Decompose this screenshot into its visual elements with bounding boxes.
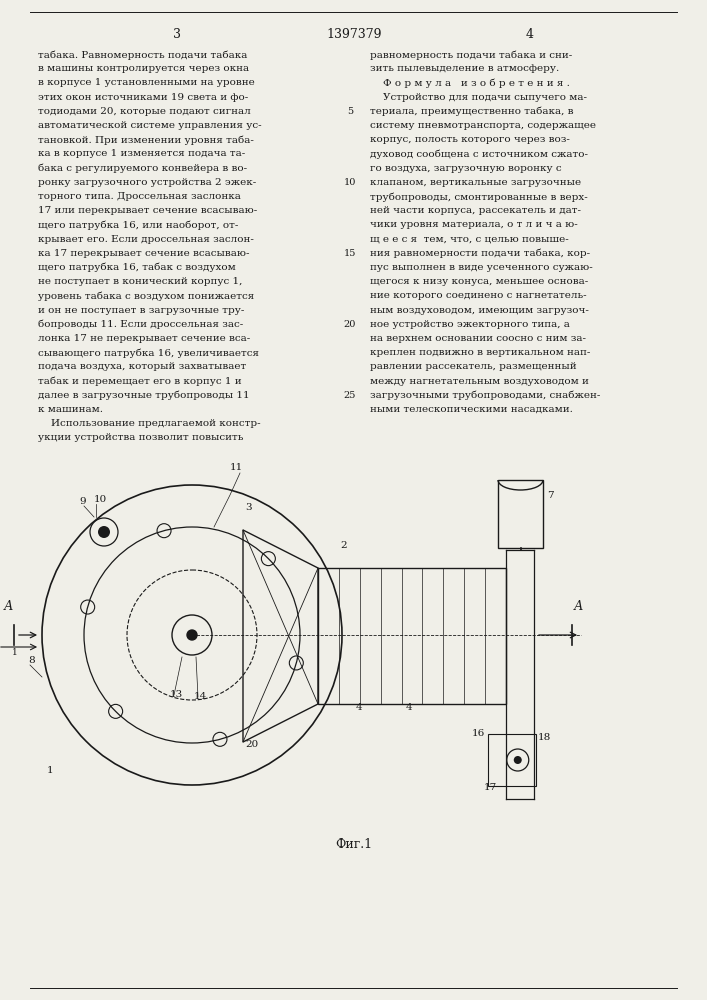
Text: систему пневмотранспорта, содержащее: систему пневмотранспорта, содержащее bbox=[370, 121, 596, 130]
Text: не поступает в конический корпус 1,: не поступает в конический корпус 1, bbox=[38, 277, 243, 286]
Text: ронку загрузочного устройства 2 эжек-: ронку загрузочного устройства 2 эжек- bbox=[38, 178, 256, 187]
Text: ней части корпуса, рассекатель и дат-: ней части корпуса, рассекатель и дат- bbox=[370, 206, 581, 215]
Text: зить пылевыделение в атмосферу.: зить пылевыделение в атмосферу. bbox=[370, 64, 559, 73]
Text: равномерность подачи табака и сни-: равномерность подачи табака и сни- bbox=[370, 50, 572, 60]
Text: 10: 10 bbox=[94, 495, 107, 504]
Bar bbox=[488, 734, 536, 786]
Text: ния равномерности подачи табака, кор-: ния равномерности подачи табака, кор- bbox=[370, 249, 590, 258]
Text: сывающего патрубка 16, увеличивается: сывающего патрубка 16, увеличивается bbox=[38, 348, 259, 358]
Text: Устройство для подачи сыпучего ма-: Устройство для подачи сыпучего ма- bbox=[370, 93, 587, 102]
Text: ние которого соединено с нагнетатель-: ние которого соединено с нагнетатель- bbox=[370, 291, 587, 300]
Text: А: А bbox=[4, 600, 13, 613]
Circle shape bbox=[514, 756, 522, 764]
Text: 18: 18 bbox=[538, 733, 551, 742]
Text: Фиг.1: Фиг.1 bbox=[335, 838, 373, 851]
Text: 4: 4 bbox=[356, 703, 363, 712]
Text: 1: 1 bbox=[47, 766, 54, 775]
Text: торного типа. Дроссельная заслонка: торного типа. Дроссельная заслонка bbox=[38, 192, 241, 201]
Circle shape bbox=[98, 526, 110, 538]
Text: ными телескопическими насадками.: ными телескопическими насадками. bbox=[370, 405, 573, 414]
Text: на верхнем основании соосно с ним за-: на верхнем основании соосно с ним за- bbox=[370, 334, 586, 343]
Text: крывает его. Если дроссельная заслон-: крывает его. Если дроссельная заслон- bbox=[38, 235, 254, 244]
Text: го воздуха, загрузочную воронку с: го воздуха, загрузочную воронку с bbox=[370, 164, 561, 173]
Text: 3: 3 bbox=[173, 28, 181, 41]
Text: в корпусе 1 установленными на уровне: в корпусе 1 установленными на уровне bbox=[38, 78, 255, 87]
Text: тановкой. При изменении уровня таба-: тановкой. При изменении уровня таба- bbox=[38, 135, 254, 145]
Text: 7: 7 bbox=[547, 491, 554, 500]
Text: 17 или перекрывает сечение всасываю-: 17 или перекрывает сечение всасываю- bbox=[38, 206, 257, 215]
Text: ка в корпусе 1 изменяется подача та-: ка в корпусе 1 изменяется подача та- bbox=[38, 149, 245, 158]
Text: между нагнетательным воздуховодом и: между нагнетательным воздуховодом и bbox=[370, 377, 589, 386]
Text: 1: 1 bbox=[12, 648, 18, 657]
Text: 20: 20 bbox=[344, 320, 356, 329]
Text: ное устройство эжекторного типа, а: ное устройство эжекторного типа, а bbox=[370, 320, 570, 329]
Text: 8: 8 bbox=[28, 656, 35, 665]
Text: щегося к низу конуса, меньшее основа-: щегося к низу конуса, меньшее основа- bbox=[370, 277, 588, 286]
Text: трубопроводы, смонтированные в верх-: трубопроводы, смонтированные в верх- bbox=[370, 192, 588, 202]
Text: ным воздуховодом, имеющим загрузоч-: ным воздуховодом, имеющим загрузоч- bbox=[370, 306, 589, 315]
Text: тодиодами 20, которые подают сигнал: тодиодами 20, которые подают сигнал bbox=[38, 107, 251, 116]
Text: этих окон источниками 19 света и фо-: этих окон источниками 19 света и фо- bbox=[38, 93, 248, 102]
Text: 9: 9 bbox=[79, 497, 86, 506]
Text: пус выполнен в виде усеченного сужаю-: пус выполнен в виде усеченного сужаю- bbox=[370, 263, 592, 272]
Text: 11: 11 bbox=[230, 463, 243, 472]
Text: 17: 17 bbox=[484, 783, 497, 792]
Text: щ е е с я  тем, что, с целью повыше-: щ е е с я тем, что, с целью повыше- bbox=[370, 235, 568, 244]
Text: лонка 17 не перекрывает сечение вса-: лонка 17 не перекрывает сечение вса- bbox=[38, 334, 250, 343]
Text: 20: 20 bbox=[245, 740, 258, 749]
Text: 13: 13 bbox=[170, 690, 183, 699]
Text: креплен подвижно в вертикальном нап-: креплен подвижно в вертикальном нап- bbox=[370, 348, 590, 357]
Text: 2: 2 bbox=[340, 541, 346, 550]
Text: 4: 4 bbox=[406, 703, 413, 712]
Text: далее в загрузочные трубопроводы 11: далее в загрузочные трубопроводы 11 bbox=[38, 391, 250, 400]
Text: щего патрубка 16, табак с воздухом: щего патрубка 16, табак с воздухом bbox=[38, 263, 235, 272]
Text: укции устройства позволит повысить: укции устройства позволит повысить bbox=[38, 433, 243, 442]
Bar bbox=[498, 480, 543, 548]
Text: 10: 10 bbox=[344, 178, 356, 187]
Text: загрузочными трубопроводами, снабжен-: загрузочными трубопроводами, снабжен- bbox=[370, 391, 600, 400]
Text: табак и перемещает его в корпус 1 и: табак и перемещает его в корпус 1 и bbox=[38, 377, 242, 386]
Text: Использование предлагаемой констр-: Использование предлагаемой констр- bbox=[38, 419, 261, 428]
Text: 25: 25 bbox=[344, 391, 356, 400]
Text: 15: 15 bbox=[344, 249, 356, 258]
Text: духовод сообщена с источником сжато-: духовод сообщена с источником сжато- bbox=[370, 149, 588, 159]
Text: 16: 16 bbox=[472, 729, 485, 738]
Text: 5: 5 bbox=[347, 107, 353, 116]
Text: 1397379: 1397379 bbox=[326, 28, 382, 41]
Text: корпус, полость которого через воз-: корпус, полость которого через воз- bbox=[370, 135, 570, 144]
Text: автоматической системе управления ус-: автоматической системе управления ус- bbox=[38, 121, 262, 130]
Text: и он не поступает в загрузочные тру-: и он не поступает в загрузочные тру- bbox=[38, 306, 245, 315]
Text: уровень табака с воздухом понижается: уровень табака с воздухом понижается bbox=[38, 291, 255, 301]
Text: бопроводы 11. Если дроссельная зас-: бопроводы 11. Если дроссельная зас- bbox=[38, 320, 243, 329]
Text: чики уровня материала, о т л и ч а ю-: чики уровня материала, о т л и ч а ю- bbox=[370, 220, 578, 229]
Text: 3: 3 bbox=[245, 503, 252, 512]
Text: бака с регулируемого конвейера в во-: бака с регулируемого конвейера в во- bbox=[38, 164, 247, 173]
Text: табака. Равномерность подачи табака: табака. Равномерность подачи табака bbox=[38, 50, 247, 60]
Text: Ф о р м у л а   и з о б р е т е н и я .: Ф о р м у л а и з о б р е т е н и я . bbox=[370, 78, 570, 88]
Text: щего патрубка 16, или наоборот, от-: щего патрубка 16, или наоборот, от- bbox=[38, 220, 238, 230]
Text: к машинам.: к машинам. bbox=[38, 405, 103, 414]
Text: ка 17 перекрывает сечение всасываю-: ка 17 перекрывает сечение всасываю- bbox=[38, 249, 250, 258]
Text: 14: 14 bbox=[194, 692, 207, 701]
Bar bbox=[318, 568, 506, 704]
Text: клапаном, вертикальные загрузочные: клапаном, вертикальные загрузочные bbox=[370, 178, 581, 187]
Text: териала, преимущественно табака, в: териала, преимущественно табака, в bbox=[370, 107, 573, 116]
Text: А: А bbox=[574, 600, 583, 613]
Text: в машины контролируется через окна: в машины контролируется через окна bbox=[38, 64, 249, 73]
Text: 4: 4 bbox=[526, 28, 534, 41]
Text: равлении рассекатель, размещенный: равлении рассекатель, размещенный bbox=[370, 362, 577, 371]
Circle shape bbox=[187, 630, 197, 640]
Text: подача воздуха, который захватывает: подача воздуха, который захватывает bbox=[38, 362, 246, 371]
